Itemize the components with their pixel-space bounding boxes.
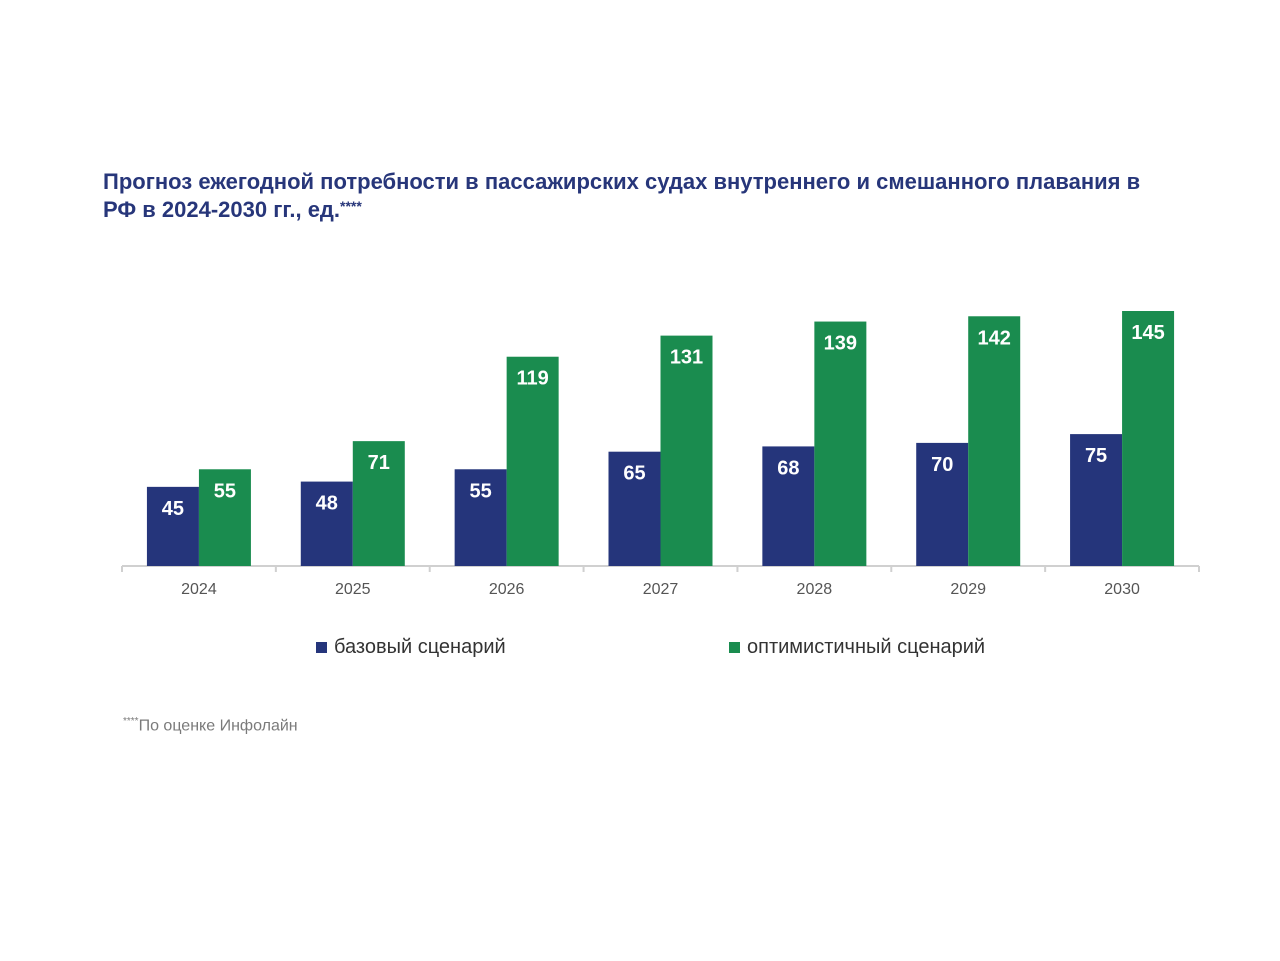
data-label-optimistic: 119: [517, 368, 549, 390]
legend-item-optimistic: оптимистичный сценарий: [729, 636, 985, 659]
footnote-text: По оценке Инфолайн: [138, 717, 298, 735]
bar-base: [1070, 434, 1123, 566]
data-label-base: 45: [162, 498, 184, 520]
data-label-optimistic: 71: [368, 452, 390, 474]
data-label-optimistic: 139: [824, 333, 857, 355]
bar-optimistic: [198, 469, 251, 566]
data-label-base: 70: [931, 454, 953, 476]
bar-optimistic: [1122, 311, 1175, 566]
legend-swatch-base: [316, 642, 327, 653]
x-tick-label: 2027: [643, 581, 679, 598]
legend-swatch-optimistic: [729, 642, 740, 653]
data-label-base: 75: [1085, 445, 1107, 467]
data-label-optimistic: 145: [1131, 322, 1164, 344]
chart-title: Прогноз ежегодной потребности в пассажир…: [103, 168, 1163, 224]
x-tick-label: 2024: [181, 581, 217, 598]
bar-base: [300, 481, 353, 566]
legend-item-base: базовый сценарий: [316, 636, 506, 659]
legend-label-optimistic: оптимистичный сценарий: [747, 636, 986, 658]
data-label-base: 65: [623, 463, 645, 485]
bar-base: [454, 469, 507, 566]
x-tick-label: 2029: [950, 581, 986, 598]
data-label-base: 68: [777, 457, 799, 479]
footnote-marker: ****: [123, 716, 139, 727]
x-tick-label: 2028: [797, 581, 833, 598]
data-label-optimistic: 131: [670, 347, 703, 369]
bar-base: [916, 442, 969, 566]
bar-base: [762, 446, 815, 566]
chart-title-text: Прогноз ежегодной потребности в пассажир…: [103, 169, 1141, 222]
x-tick-label: 2026: [489, 581, 525, 598]
data-label-base: 55: [470, 480, 492, 502]
x-tick-label: 2030: [1104, 581, 1140, 598]
chart-title-footnote-marker: ****: [340, 198, 362, 214]
data-label-optimistic: 55: [214, 480, 236, 502]
bar-optimistic: [814, 321, 867, 566]
x-tick-label: 2025: [335, 581, 371, 598]
bar-base: [146, 486, 199, 566]
bar-optimistic: [660, 335, 713, 566]
bar-optimistic: [968, 316, 1021, 566]
legend-label-base: базовый сценарий: [334, 636, 506, 658]
bar-optimistic: [352, 441, 405, 566]
data-label-optimistic: 142: [978, 327, 1011, 349]
bar-optimistic: [506, 356, 559, 566]
footnote: ****По оценке Инфолайн: [123, 716, 298, 735]
data-label-base: 48: [316, 493, 338, 515]
bar-base: [608, 451, 661, 566]
chart-legend: базовый сценарий оптимистичный сценарий: [0, 636, 1280, 662]
